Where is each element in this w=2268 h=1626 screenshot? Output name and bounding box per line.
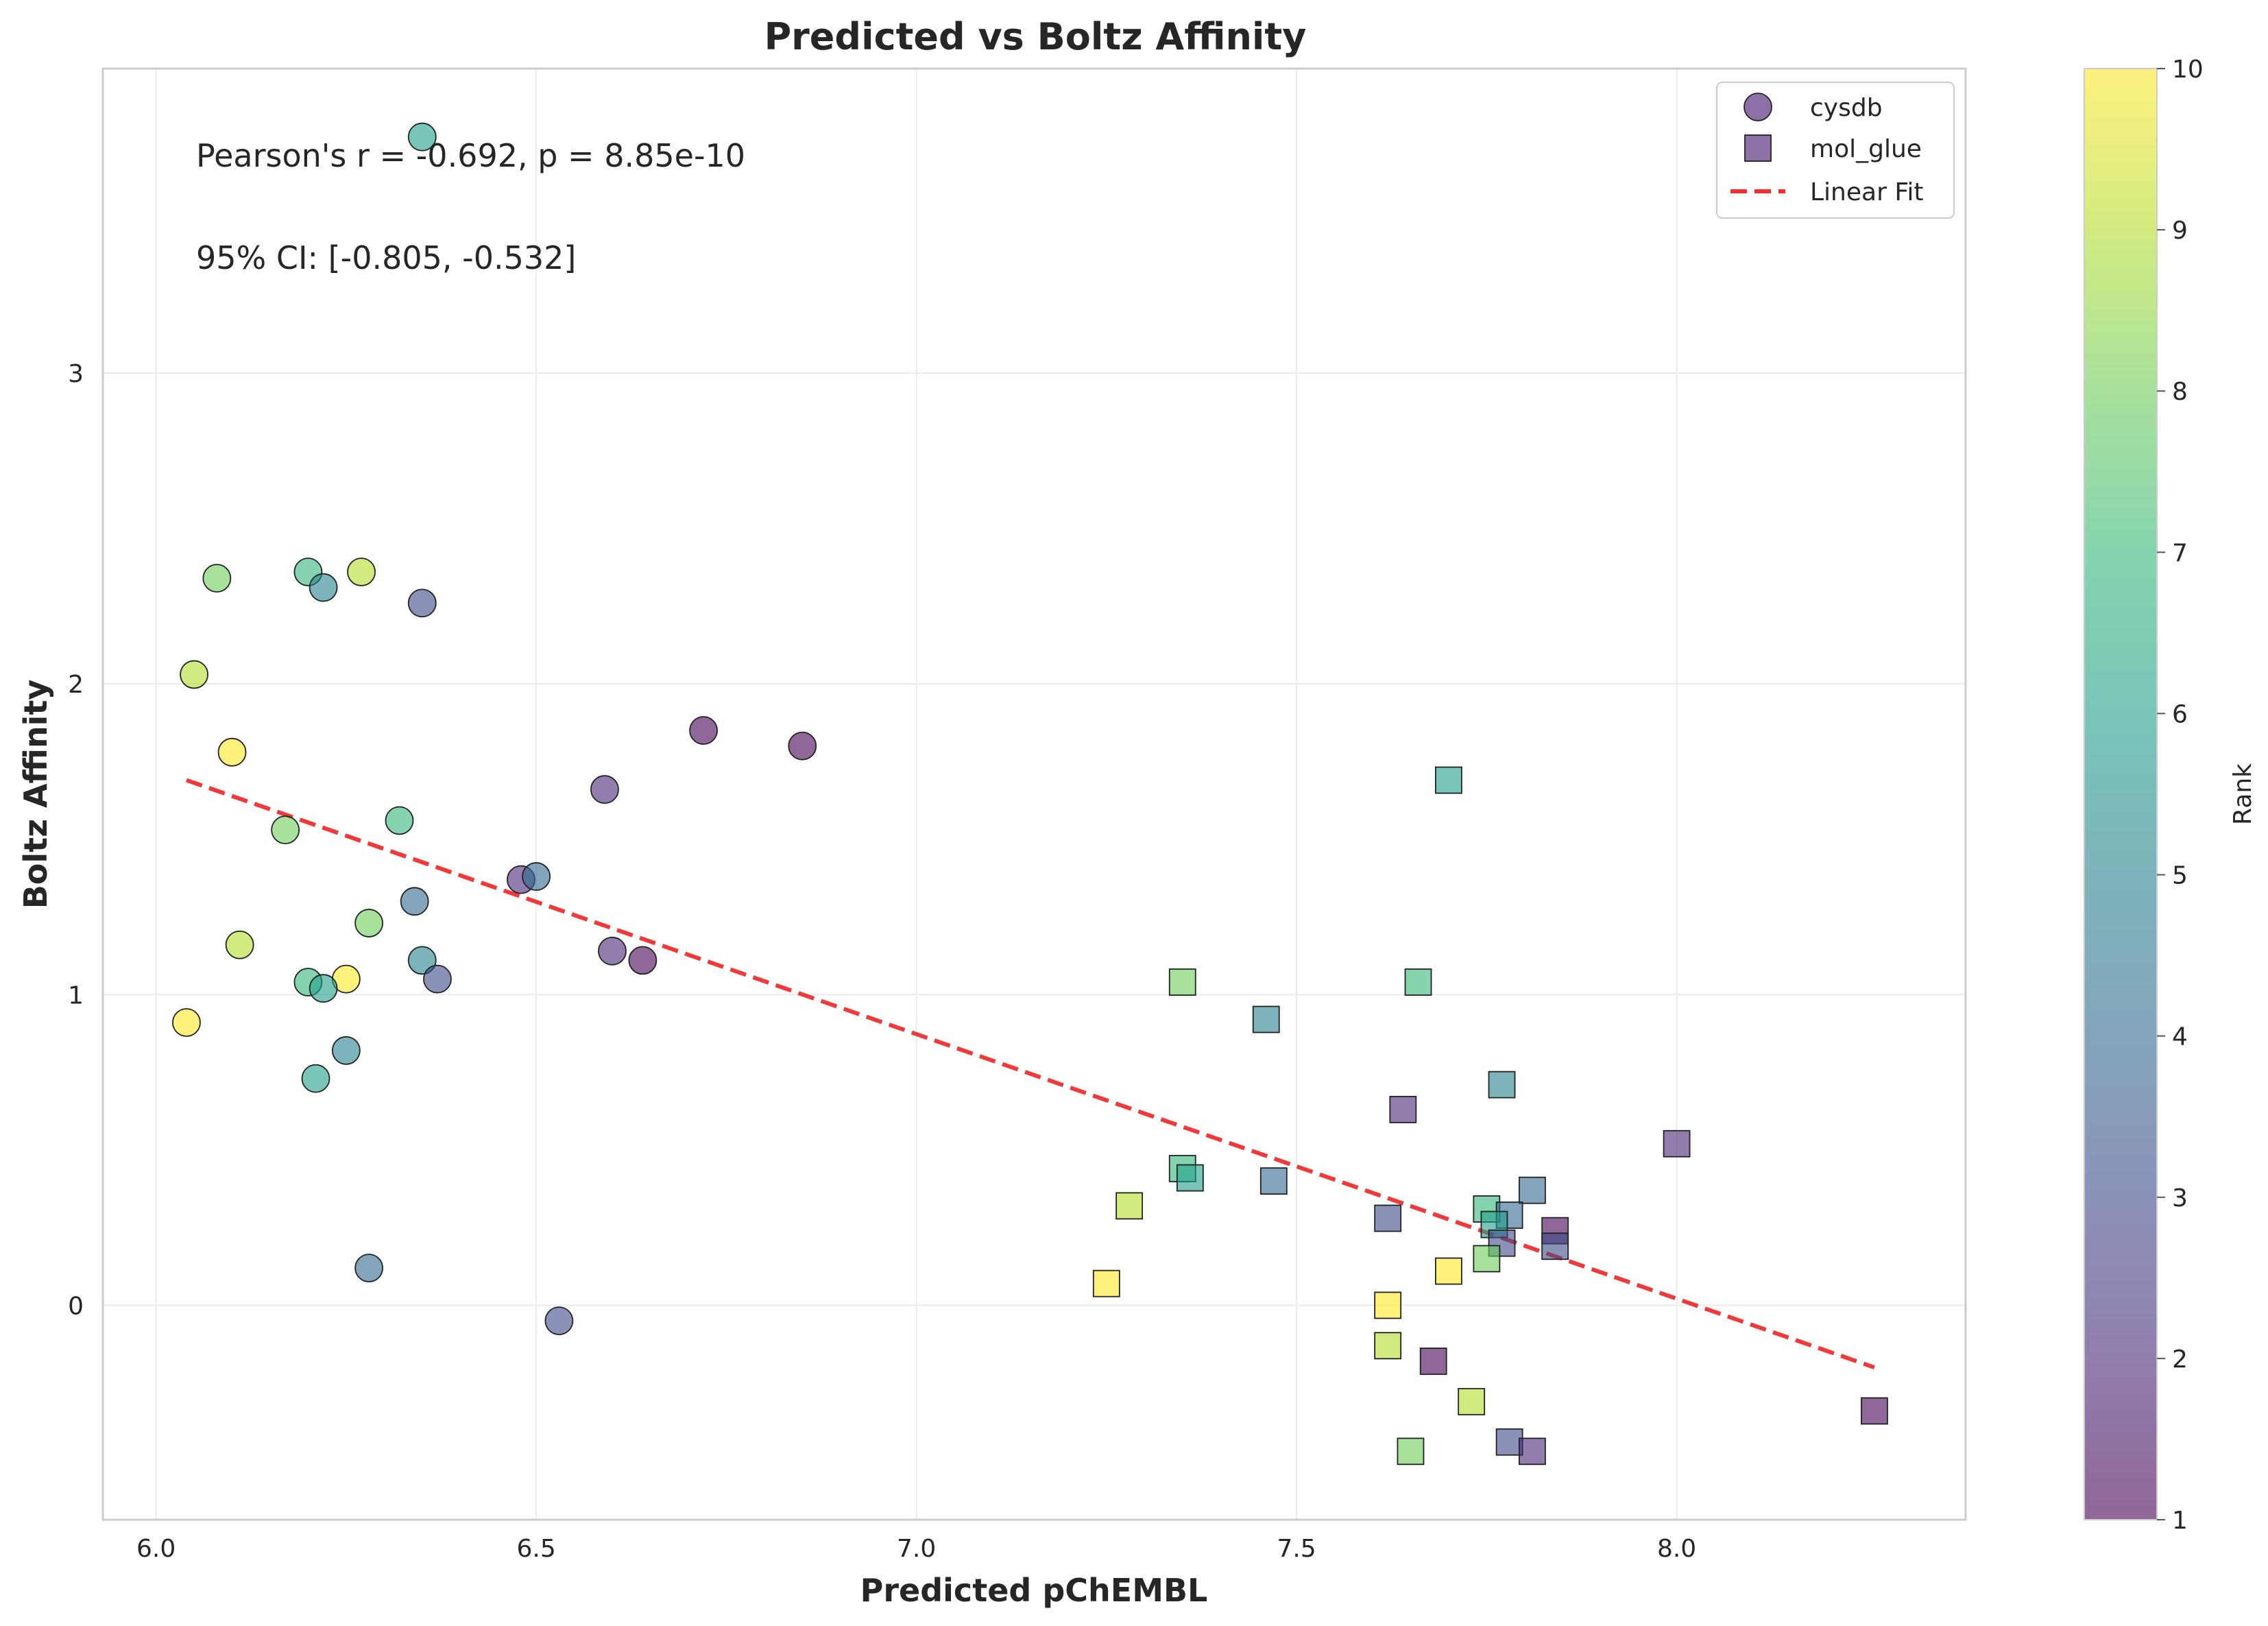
grid (103, 69, 1966, 1520)
cysdb-point (309, 974, 338, 1003)
mol-glue-point (1252, 1005, 1280, 1033)
mol-glue-point (1176, 1164, 1204, 1192)
mol-glue-point (1168, 968, 1196, 996)
cysdb-point (407, 946, 437, 975)
cysdb-point (598, 936, 627, 966)
cysdb-point (407, 588, 437, 618)
y-axis-label: Boltz Affinity (17, 680, 54, 909)
data-points (172, 122, 1888, 1466)
x-tick-label: 7.0 (897, 1535, 936, 1563)
mol-glue-point (1488, 1071, 1516, 1099)
mol-glue-point (1495, 1428, 1523, 1456)
colorbar: 1 2 3 4 5 6 7 8 9 10 Rank (2084, 56, 2257, 1535)
cysdb-point (347, 558, 376, 586)
colorbar-tick-label: 9 (2172, 217, 2188, 245)
mol-glue-point (1458, 1387, 1486, 1415)
mol-glue-point (1419, 1348, 1447, 1375)
cysdb-point (180, 660, 208, 689)
cysdb-point (301, 1064, 330, 1093)
x-tick-label: 7.5 (1277, 1535, 1316, 1563)
colorbar-tick-label: 3 (2172, 1184, 2188, 1212)
mol-glue-point (1374, 1291, 1402, 1319)
cysdb-point (217, 737, 247, 767)
cysdb-point (628, 946, 658, 975)
cysdb-point (522, 862, 551, 891)
colorbar-label: Rank (2229, 763, 2257, 825)
legend: cysdb mol_glue Linear Fit (1716, 82, 1955, 219)
x-tick-label: 8.0 (1657, 1535, 1696, 1563)
colorbar-tick-label: 4 (2172, 1023, 2188, 1051)
x-tick-label: 6.5 (516, 1535, 555, 1563)
mol-glue-point (1374, 1204, 1402, 1232)
cysdb-point (225, 930, 254, 959)
linear-fit-line (186, 778, 1875, 1370)
x-tick-label: 6.0 (136, 1535, 176, 1563)
cysdb-point (172, 1008, 201, 1037)
cysdb-point (271, 815, 300, 845)
mol-glue-point (1518, 1176, 1546, 1204)
mol-glue-point (1861, 1397, 1888, 1425)
colorbar-tick-label: 7 (2172, 539, 2188, 567)
y-tick-label: 0 (68, 1292, 84, 1320)
colorbar-tick-label: 1 (2172, 1507, 2188, 1535)
cysdb-point (309, 573, 338, 602)
y-tick-label: 1 (68, 981, 84, 1009)
mol-glue-point (1404, 968, 1432, 996)
cysdb-point (689, 716, 718, 745)
legend-label: cysdb (1810, 94, 1883, 122)
mol-glue-point (1541, 1232, 1569, 1260)
cysdb-point (423, 964, 452, 994)
chart-title: Predicted vs Boltz Affinity (764, 15, 1307, 58)
colorbar-tick-label: 6 (2172, 700, 2188, 728)
mol-glue-point (1397, 1437, 1425, 1466)
mol-glue-point (1434, 1257, 1462, 1285)
cysdb-point (354, 909, 384, 937)
cysdb-point (788, 731, 817, 761)
plot-area (103, 69, 1966, 1520)
colorbar-frame (2084, 68, 2158, 1520)
cysdb-point (544, 1306, 574, 1335)
cysdb-point (331, 1036, 361, 1065)
colorbar-tick-label: 8 (2172, 378, 2188, 406)
mol-glue-point (1092, 1269, 1120, 1298)
legend-box (1716, 82, 1955, 219)
colorbar-gradient (2084, 69, 2157, 1520)
cysdb-point (385, 806, 414, 835)
mol-glue-point (1663, 1129, 1691, 1158)
mol-glue-point (1434, 766, 1462, 794)
legend-square-marker (1744, 134, 1772, 162)
colorbar-tick-label: 10 (2172, 56, 2204, 84)
axis-ticks: 6.0 6.5 7.0 7.5 8.0 0 1 2 3 (68, 360, 1696, 1563)
pearson-annotation: Pearson's r = -0.692, p = 8.85e-10 (196, 137, 745, 174)
cysdb-point (590, 775, 619, 804)
colorbar-tick-label: 2 (2172, 1346, 2188, 1374)
mol-glue-point (1259, 1167, 1288, 1195)
x-axis-label: Predicted pChEMBL (860, 1572, 1208, 1609)
mol-glue-point (1518, 1437, 1546, 1466)
cysdb-point (400, 887, 429, 916)
mol-glue-point (1115, 1192, 1144, 1220)
colorbar-tick-label: 5 (2172, 862, 2188, 890)
legend-label: Linear Fit (1810, 178, 1924, 206)
y-tick-label: 3 (68, 360, 84, 388)
ci-annotation: 95% CI: [-0.805, -0.532] (196, 239, 576, 276)
cysdb-point (354, 1254, 384, 1282)
mol-glue-point (1473, 1245, 1501, 1273)
y-tick-label: 2 (68, 671, 84, 699)
cysdb-point (202, 564, 232, 593)
legend-label: mol_glue (1810, 135, 1922, 163)
linear-fit-layer (186, 778, 1875, 1370)
mol-glue-point (1374, 1332, 1402, 1360)
cysdb-point (407, 122, 437, 152)
mol-glue-point (1389, 1096, 1417, 1123)
legend-circle-marker (1744, 93, 1772, 121)
plot-frame (101, 67, 1967, 1521)
